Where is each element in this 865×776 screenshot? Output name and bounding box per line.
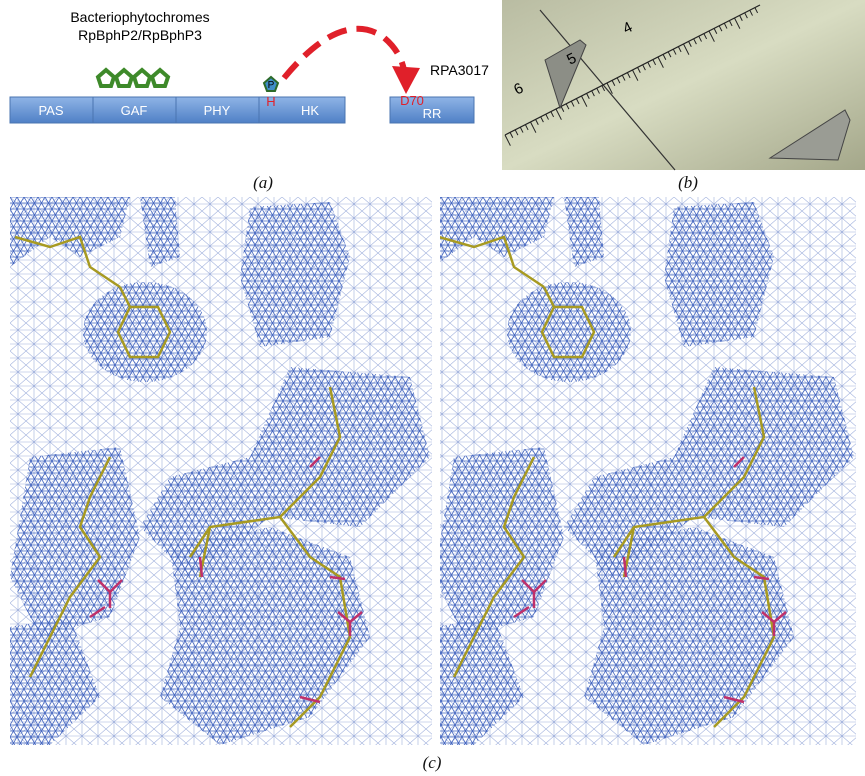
phospho-label: P — [268, 80, 275, 91]
stereo-view — [434, 197, 856, 745]
domain-label: HK — [301, 103, 319, 118]
title-line: RpBphP2/RpBphP3 — [78, 27, 202, 43]
aspartate-label: D70 — [400, 93, 424, 108]
histidine-label: H — [266, 94, 275, 109]
panel-b: 4 5 6 (b) — [502, 0, 865, 192]
panel-label: (a) — [253, 173, 273, 192]
domain-label: PAS — [38, 103, 63, 118]
panel-a: Bacteriophytochromes RpBphP2/RpBphP3 PAS… — [10, 9, 489, 192]
chromophore — [98, 70, 168, 86]
title-line: Bacteriophytochromes — [70, 9, 209, 25]
domain-label: GAF — [121, 103, 148, 118]
panel-label: (c) — [423, 753, 442, 772]
panel-label: (b) — [678, 173, 698, 192]
domain-label: PHY — [204, 103, 231, 118]
arrow-head — [392, 66, 420, 94]
stereo-right — [434, 197, 856, 745]
stereo-left — [10, 197, 432, 745]
gene-label: RPA3017 — [430, 62, 489, 78]
panel-c: (c) — [10, 197, 856, 772]
page: {"panel_a": {"title_line1": "Bacteriophy… — [0, 0, 865, 776]
figure: Bacteriophytochromes RpBphP2/RpBphP3 PAS… — [0, 0, 865, 776]
domain-label: RR — [423, 106, 442, 121]
transfer-arrow — [284, 29, 404, 78]
